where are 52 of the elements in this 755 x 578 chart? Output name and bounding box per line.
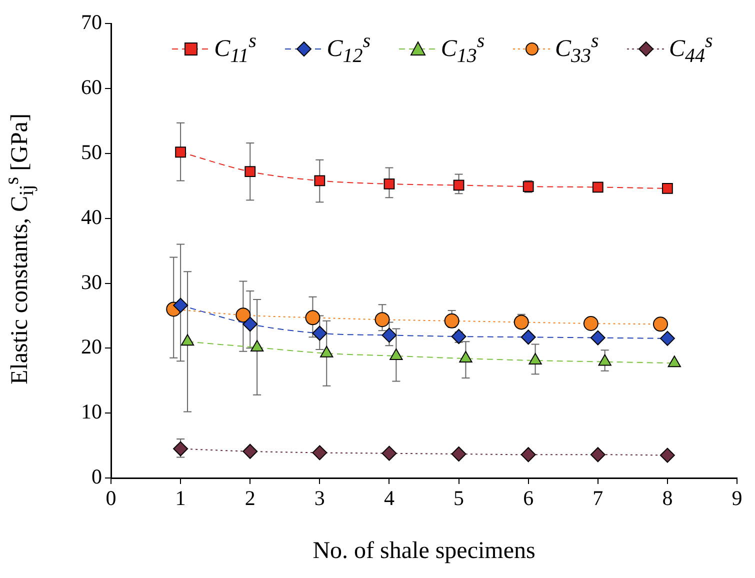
point [173,441,188,456]
point [312,326,328,341]
y-tick-label: 60 [81,75,102,100]
point [244,166,256,178]
point [314,175,326,186]
point [660,448,675,463]
point [520,447,536,462]
point [312,445,328,460]
x-tick-label: 8 [662,486,673,510]
point [453,180,464,191]
x-tick-label: 6 [523,486,534,510]
point [520,330,536,345]
y-tick-label: 40 [81,204,102,229]
point [652,316,668,332]
x-tick-label: 3 [314,486,325,510]
point [514,314,529,330]
point [451,328,466,344]
point [583,316,598,332]
point [242,444,258,459]
x-tick-label: 7 [592,486,604,510]
point [528,353,542,365]
point [444,313,460,328]
point [592,182,604,193]
point [175,146,186,158]
x-tick-label: 4 [384,486,395,510]
point [173,298,188,313]
point [668,356,681,368]
x-axis-title: No. of shale specimens [312,538,536,564]
point [242,316,258,332]
point [662,183,673,194]
point [374,312,390,328]
x-tick-label: 2 [244,486,256,510]
y-tick-label: 50 [81,140,102,164]
point [660,330,675,346]
y-tick-label: 0 [92,464,102,489]
point [590,330,606,346]
point [384,178,395,190]
x-tick-label: 5 [454,486,464,510]
x-tick-label: 9 [732,486,742,510]
y-tick-label: 10 [81,400,102,424]
point [590,447,606,462]
x-tick-label: 1 [175,486,186,510]
point [382,328,397,343]
y-tick-label: 20 [81,334,102,359]
point [459,351,472,363]
point [250,340,264,352]
point [382,446,397,461]
y-tick-label: 30 [81,270,102,294]
point [305,310,320,326]
point [451,446,466,462]
point [236,308,251,323]
y-tick-label: 70 [81,10,102,34]
